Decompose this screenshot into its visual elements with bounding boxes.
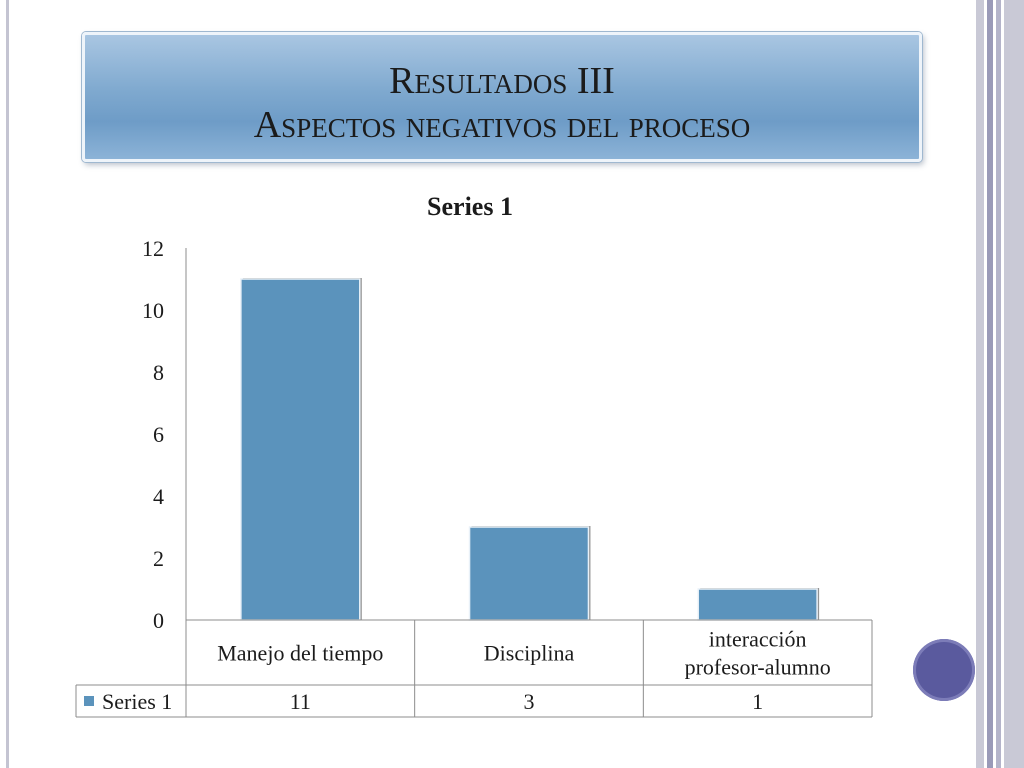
bar [240, 278, 361, 621]
x-category-label: Manejo del tiempo [217, 641, 383, 666]
legend-series-name: Series 1 [102, 689, 172, 714]
slide-title: Resultados III Aspectos negativos del pr… [85, 59, 919, 147]
decorative-stripe [984, 0, 987, 768]
y-tick-label: 6 [153, 422, 164, 447]
decorative-stripe [996, 0, 1001, 768]
y-tick-label: 8 [153, 360, 164, 385]
y-tick-label: 4 [153, 484, 164, 509]
decorative-stripe [993, 0, 996, 768]
decorative-stripe [987, 0, 993, 768]
bar [468, 526, 590, 621]
y-tick-label: 10 [142, 298, 164, 323]
decorative-stripe [976, 0, 984, 768]
left-border-line [6, 0, 9, 768]
y-tick-label: 12 [142, 236, 164, 261]
decorative-stripe [1001, 0, 1004, 768]
slide-title-line-1: Resultados III [389, 60, 615, 102]
y-tick-label: 2 [153, 546, 164, 571]
data-table-value: 1 [752, 689, 763, 714]
x-category-label: profesor-alumno [685, 655, 831, 680]
data-table-value: 3 [524, 689, 535, 714]
decorative-stripe [1004, 0, 1024, 768]
x-category-label: Disciplina [484, 641, 575, 666]
data-table-value: 11 [290, 689, 311, 714]
y-tick-label: 0 [153, 608, 164, 633]
slide-title-line-2: Aspectos negativos del proceso [253, 104, 751, 146]
chart-title: Series 1 [427, 192, 513, 221]
title-banner: Resultados III Aspectos negativos del pr… [82, 32, 922, 162]
x-category-label: interacción [709, 627, 807, 652]
legend-swatch [84, 696, 94, 706]
bar [697, 588, 818, 621]
decorative-circle [913, 639, 975, 701]
